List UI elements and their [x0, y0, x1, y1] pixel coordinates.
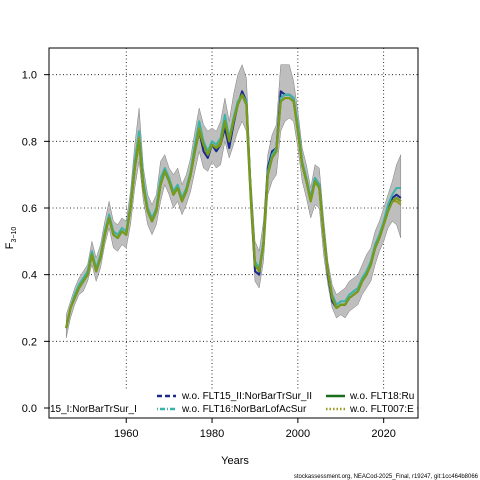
y-tick-label: 0.6	[22, 203, 37, 215]
y-tick-label: 0.4	[22, 270, 37, 282]
legend: 15_I:NorBarTrSur_I w.o. FLT15_II:NorBarTr…	[50, 391, 414, 415]
y-tick-label: 1.0	[22, 70, 37, 82]
y-tick-label: 0.8	[22, 136, 37, 148]
gridlines	[49, 48, 418, 418]
legend-label: w.o. FLT16:NorBarLofAcSur	[181, 404, 307, 415]
y-axis-title-subscript: 3−10	[11, 227, 18, 243]
legend-box	[50, 391, 417, 417]
x-tick-label: 1980	[200, 428, 224, 440]
legend-label: w.o. FLT007:E	[349, 404, 414, 415]
legend-label: w.o. FLT15_II:NorBarTrSur_II	[181, 391, 312, 402]
y-tick-label: 0.0	[22, 403, 37, 415]
svg-text:F3−10: F3−10	[4, 227, 18, 250]
series-line-0	[65, 93, 402, 329]
x-axis-title: Years	[221, 455, 249, 467]
x-tick-label: 2020	[371, 428, 395, 440]
x-tick-label: 2000	[286, 428, 310, 440]
footer-text: stockassessment.org, NEACod-2025_Final, …	[294, 474, 479, 480]
series-lines	[65, 90, 402, 329]
x-tick-label: 1960	[114, 428, 138, 440]
y-axis-title: F3−10	[4, 227, 18, 250]
legend-label: w.o. FLT18:Ru	[349, 391, 414, 402]
plot-frame	[48, 47, 419, 419]
axes: 1960 1980 2000 2020 0.0 0.2 0.4 0.6 0.8 1.0	[22, 70, 396, 440]
y-axis-title-main: F	[4, 242, 16, 249]
legend-label: 15_I:NorBarTrSur_I	[50, 404, 137, 415]
y-tick-label: 0.2	[22, 336, 37, 348]
